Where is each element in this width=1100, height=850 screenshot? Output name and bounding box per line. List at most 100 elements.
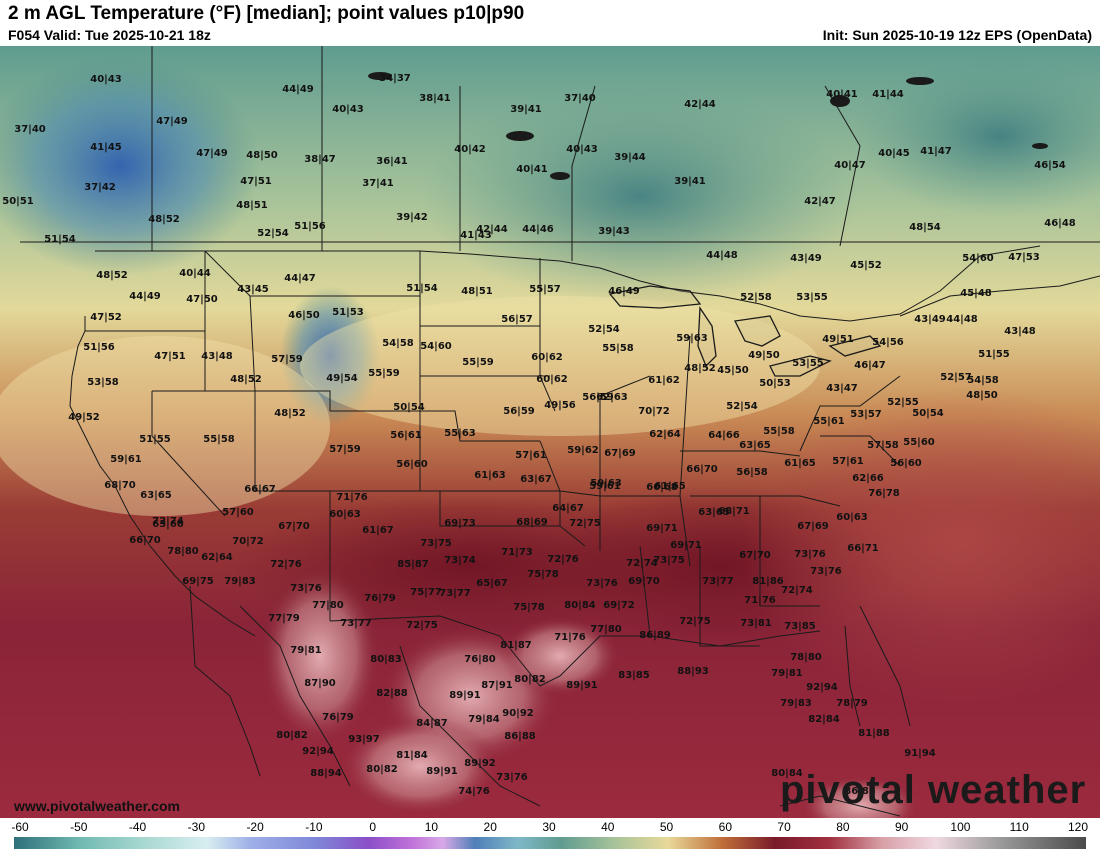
point-value-label: 47|53 bbox=[1008, 252, 1040, 263]
point-value-label: 72|75 bbox=[569, 518, 601, 529]
color-scale-tick: -50 bbox=[70, 820, 88, 834]
point-value-label: 66|70 bbox=[686, 464, 718, 475]
point-value-label: 41|44 bbox=[872, 89, 904, 100]
point-value-label: 81|86 bbox=[752, 576, 784, 587]
point-value-label: 40|41 bbox=[826, 89, 858, 100]
map-canvas: 40|43 44|49 34|37 38|41 39|41 37|40 42|44 40|41… bbox=[0, 46, 1100, 818]
point-value-label: 43|48 bbox=[201, 351, 233, 362]
point-value-label: 51|55 bbox=[978, 349, 1010, 360]
point-value-label: 43|48 bbox=[1004, 326, 1036, 337]
point-value-label: 61|65 bbox=[654, 481, 686, 492]
point-value-label: 53|55 bbox=[792, 358, 824, 369]
point-values-layer: 40|43 44|49 34|37 38|41 39|41 37|40 42|44 40|41… bbox=[2, 73, 1076, 797]
point-value-label: 73|74 bbox=[444, 555, 476, 566]
point-value-label: 73|76 bbox=[810, 566, 842, 577]
point-value-label: 89|92 bbox=[464, 758, 496, 769]
point-value-label: 52|58 bbox=[740, 292, 772, 303]
point-value-label: 63|65 bbox=[739, 440, 771, 451]
point-value-label: 39|41 bbox=[674, 176, 706, 187]
point-value-label: 66|68 bbox=[646, 482, 678, 493]
point-value-label: 80|82 bbox=[276, 730, 308, 741]
color-scale-tick: 20 bbox=[483, 820, 497, 834]
point-value-label: 73|76 bbox=[496, 772, 528, 783]
point-value-label: 55|61 bbox=[813, 416, 845, 427]
point-value-label: 80|84 bbox=[771, 768, 803, 779]
point-value-label: 46|49 bbox=[608, 286, 640, 297]
point-value-label: 79|83 bbox=[224, 576, 256, 587]
point-value-label: 36|41 bbox=[376, 156, 408, 167]
point-value-label: 62|64 bbox=[649, 429, 681, 440]
point-value-label: 44|47 bbox=[284, 273, 316, 284]
temperature-map[interactable]: 40|43 44|49 34|37 38|41 39|41 37|40 42|44 40|41… bbox=[0, 46, 1100, 818]
point-value-label: 80|84 bbox=[564, 600, 596, 611]
point-value-label: 82|84 bbox=[808, 714, 840, 725]
hudson-bay-islands bbox=[368, 72, 1048, 180]
point-value-label: 48|54 bbox=[909, 222, 941, 233]
point-value-label: 46|54 bbox=[1034, 160, 1066, 171]
point-value-label: 51|55 bbox=[139, 434, 171, 445]
point-value-label: 72|75 bbox=[406, 620, 438, 631]
point-value-label: 49|51 bbox=[822, 334, 854, 345]
point-value-label: 60|63 bbox=[836, 512, 868, 523]
point-value-label: 72|76 bbox=[547, 554, 579, 565]
point-value-label: 69|73 bbox=[444, 518, 476, 529]
point-value-label: 55|58 bbox=[602, 343, 634, 354]
point-value-label: 73|81 bbox=[740, 618, 772, 629]
brand-logo: pivotal weather bbox=[780, 768, 1087, 812]
point-value-label: 89|91 bbox=[566, 680, 598, 691]
point-value-label: 37|40 bbox=[14, 124, 46, 135]
point-value-label: 57|58 bbox=[867, 440, 899, 451]
point-value-label: 45|52 bbox=[850, 260, 882, 271]
point-value-label: 67|69 bbox=[797, 521, 829, 532]
point-value-label: 42|47 bbox=[804, 196, 836, 207]
point-value-label: 72|76 bbox=[270, 559, 302, 570]
point-value-label: 48|52 bbox=[274, 408, 306, 419]
point-value-label: 53|57 bbox=[850, 409, 882, 420]
point-value-label: 73|77 bbox=[439, 588, 471, 599]
color-scale-tick: 120 bbox=[1067, 820, 1089, 834]
point-value-label: 50|53 bbox=[759, 378, 791, 389]
point-value-label: 56|57 bbox=[501, 314, 533, 325]
point-value-label: 61|62 bbox=[648, 375, 680, 386]
point-value-label: 79|84 bbox=[468, 714, 500, 725]
point-value-label: 76|80 bbox=[464, 654, 496, 665]
point-value-label: 47|49 bbox=[156, 116, 188, 127]
point-value-label: 55|59 bbox=[462, 357, 494, 368]
point-value-label: 73|85 bbox=[784, 621, 816, 632]
point-value-label: 40|43 bbox=[566, 144, 598, 155]
point-value-label: 53|58 bbox=[87, 377, 119, 388]
point-value-label: 54|60 bbox=[420, 341, 452, 352]
point-value-label: 41|45 bbox=[90, 142, 122, 153]
point-value-label: 43|47 bbox=[826, 383, 858, 394]
point-value-label: 86|89 bbox=[639, 630, 671, 641]
color-scale-tick: 100 bbox=[950, 820, 971, 834]
point-value-label: 71|73 bbox=[501, 547, 533, 558]
point-value-label: 86|88 bbox=[504, 731, 536, 742]
point-value-label: 84|87 bbox=[416, 718, 448, 729]
point-value-label: 60|63 bbox=[329, 509, 361, 520]
color-scale-tick: 80 bbox=[836, 820, 850, 834]
point-value-label: 80|83 bbox=[370, 654, 402, 665]
point-value-label: 52|54 bbox=[726, 401, 758, 412]
point-value-label: 73|75 bbox=[653, 555, 685, 566]
great-lakes bbox=[608, 285, 882, 377]
point-value-label: 89|91 bbox=[426, 766, 458, 777]
point-value-label: 51|54 bbox=[44, 234, 76, 245]
point-value-label: 44|48 bbox=[946, 314, 978, 325]
point-value-label: 49|52 bbox=[68, 412, 100, 423]
point-value-label: 60|62 bbox=[536, 374, 568, 385]
point-value-label: 76|78 bbox=[868, 488, 900, 499]
point-value-label: 57|59 bbox=[329, 444, 361, 455]
point-value-label: 49|54 bbox=[326, 373, 358, 384]
point-value-label: 69|75 bbox=[182, 576, 214, 587]
point-value-label: 54|60 bbox=[962, 253, 994, 264]
point-value-label: 64|67 bbox=[552, 503, 584, 514]
point-value-label: 54|58 bbox=[967, 375, 999, 386]
point-value-label: 56|60 bbox=[396, 459, 428, 470]
point-value-label: 57|59 bbox=[271, 354, 303, 365]
point-value-label: 50|54 bbox=[912, 408, 944, 419]
point-value-label: 82|88 bbox=[376, 688, 408, 699]
point-value-label: 71|76 bbox=[336, 492, 368, 503]
color-bar bbox=[14, 837, 1086, 849]
point-value-label: 40|41 bbox=[516, 164, 548, 175]
